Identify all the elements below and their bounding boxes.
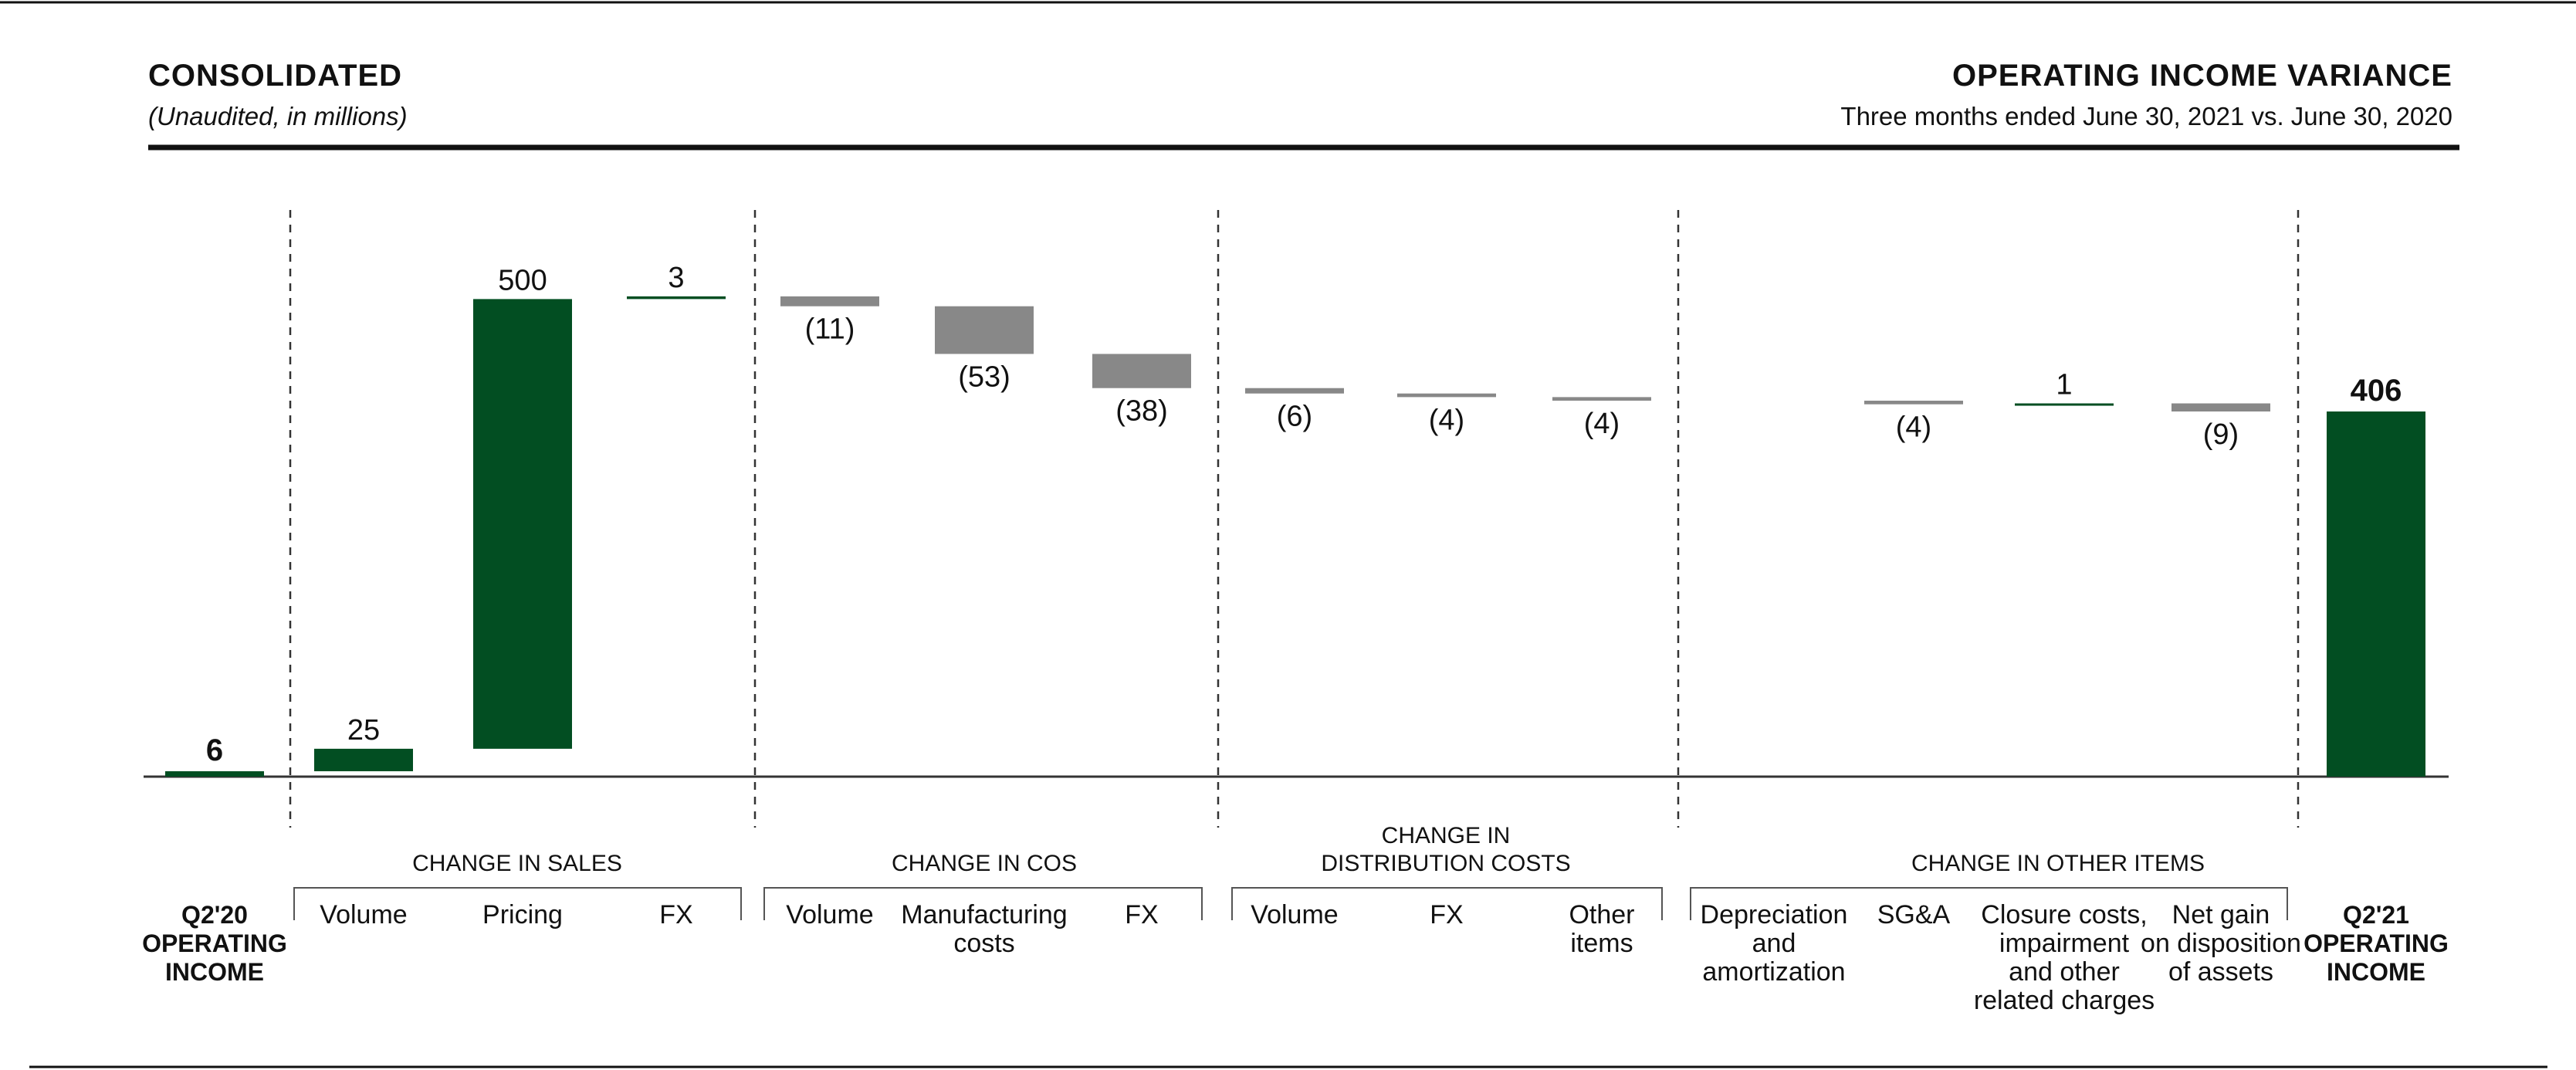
category-label-end: OPERATING [2304, 929, 2449, 957]
chart-title: OPERATING INCOME VARIANCE [1952, 59, 2452, 93]
group-label: CHANGE IN SALES [412, 851, 622, 876]
bar-end [2327, 411, 2425, 777]
category-label: on disposition [2141, 929, 2301, 958]
bar-delta [473, 299, 572, 749]
data-label: (53) [958, 361, 1010, 393]
data-label: (4) [1584, 408, 1620, 440]
data-label-start: 6 [206, 733, 223, 767]
data-label: 500 [498, 264, 547, 296]
data-label: 1 [2056, 369, 2072, 401]
bar-start [165, 771, 264, 777]
category-label-start: INCOME [165, 958, 264, 986]
category-label: and other [2009, 957, 2120, 987]
bar-delta [627, 296, 726, 300]
category-label: of assets [2168, 957, 2273, 987]
bar-delta [2015, 403, 2114, 406]
bar-delta [1397, 393, 1496, 398]
category-label-start: Q2'20 [181, 901, 248, 929]
category-label-end: Q2'21 [2343, 901, 2409, 929]
category-label: FX [659, 900, 692, 929]
category-label: Pricing [482, 900, 563, 929]
bar-delta [1245, 388, 1344, 394]
data-label: (11) [805, 313, 855, 346]
category-label: Other [1569, 900, 1634, 929]
data-label: (9) [2203, 418, 2239, 451]
category-label: impairment [1999, 929, 2130, 958]
group-label: CHANGE IN COS [892, 851, 1077, 876]
category-label: FX [1125, 900, 1158, 929]
data-label: 3 [668, 262, 684, 294]
chart-subtitle: Three months ended June 30, 2021 vs. Jun… [1840, 102, 2452, 130]
category-label: amortization [1702, 957, 1845, 987]
bar-delta [2171, 403, 2270, 412]
data-label: (4) [1896, 411, 1931, 444]
group-label: CHANGE IN [1382, 823, 1511, 848]
category-label: FX [1430, 900, 1463, 929]
data-label: 25 [347, 714, 380, 747]
data-label: (4) [1429, 404, 1464, 436]
category-label: and [1752, 929, 1796, 958]
category-label: Volume [786, 900, 873, 929]
bar-delta [1552, 397, 1651, 401]
category-label: Manufacturing [901, 900, 1067, 929]
data-label-end: 406 [2351, 374, 2402, 408]
category-label-end: INCOME [2327, 958, 2425, 986]
category-label: Net gain [2172, 900, 2270, 929]
group-bracket [1231, 887, 1663, 920]
category-label: Depreciation [1701, 900, 1848, 929]
report-title: CONSOLIDATED [148, 59, 403, 93]
category-label: Volume [320, 900, 407, 929]
category-label-start: OPERATING [142, 929, 287, 957]
bar-delta [1092, 354, 1191, 388]
category-label: items [1570, 929, 1633, 958]
data-label: (6) [1277, 401, 1312, 433]
group-label: CHANGE IN OTHER ITEMS [1911, 851, 2205, 876]
group-bracket [1690, 887, 2288, 920]
bar-delta [780, 296, 879, 306]
bar-delta [314, 748, 413, 772]
category-label: Closure costs, [1981, 900, 2147, 929]
category-label: costs [953, 929, 1014, 958]
bar-delta [935, 306, 1034, 354]
group-bracket [293, 887, 742, 920]
category-label: SG&A [1877, 900, 1951, 929]
bar-delta [1864, 401, 1963, 405]
group-label: DISTRIBUTION COSTS [1321, 851, 1570, 876]
category-label: related charges [1974, 986, 2155, 1015]
report-subtitle: (Unaudited, in millions) [148, 102, 408, 130]
data-label: (38) [1115, 395, 1168, 428]
group-bracket [763, 887, 1203, 920]
category-label: Volume [1251, 900, 1338, 929]
